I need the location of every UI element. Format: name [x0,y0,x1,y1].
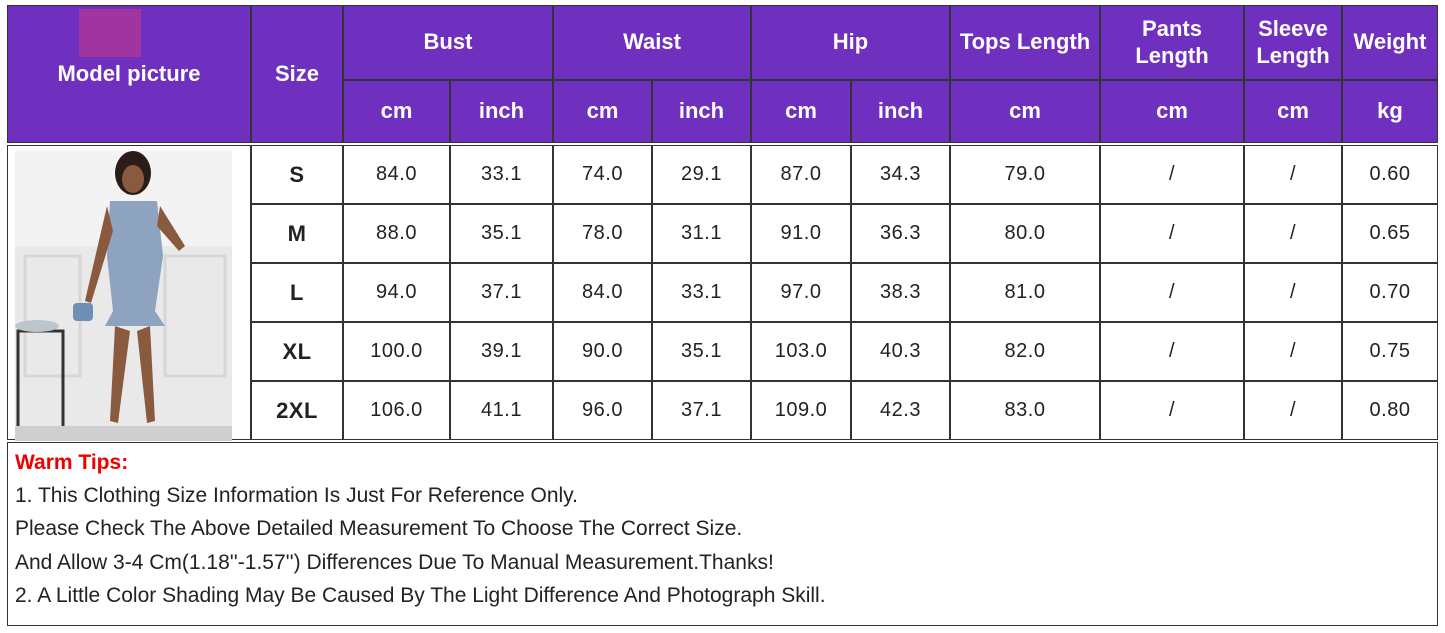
size-cell: M [251,204,343,263]
data-cell: 91.0 [751,204,851,263]
photo-cell [7,145,251,441]
size-cell: S [251,145,343,204]
size-cell: L [251,263,343,322]
data-cell: 37.1 [450,263,553,322]
header-cell: Size [251,5,343,143]
data-cell: 0.70 [1342,263,1438,322]
data-cell: / [1244,263,1342,322]
data-cell: 41.1 [450,381,553,440]
color-swatch [79,9,141,57]
header-unit: cm [950,80,1100,143]
tip-line: And Allow 3-4 Cm(1.18''-1.57'') Differen… [15,551,774,574]
data-cell: 79.0 [950,145,1100,204]
data-cell: 80.0 [950,204,1100,263]
data-cell: 103.0 [751,322,851,381]
data-cell: 35.1 [450,204,553,263]
data-cell: 36.3 [851,204,950,263]
data-cell: 40.3 [851,322,950,381]
tip-line: Please Check The Above Detailed Measurem… [15,517,743,540]
header-group: Sleeve Length [1244,5,1342,80]
data-cell: 29.1 [652,145,751,204]
header-unit: cm [553,80,652,143]
size-cell: 2XL [251,381,343,440]
header-group: Bust [343,5,553,80]
data-cell: 84.0 [553,263,652,322]
data-cell: / [1100,381,1244,440]
data-cell: 109.0 [751,381,851,440]
header-group: Pants Length [1100,5,1244,80]
header-unit: cm [343,80,450,143]
data-cell: 0.80 [1342,381,1438,440]
data-cell: 37.1 [652,381,751,440]
data-cell: / [1100,145,1244,204]
data-cell: 88.0 [343,204,450,263]
data-cell: 100.0 [343,322,450,381]
tips-box: Warm Tips: 1. This Clothing Size Informa… [7,442,1438,626]
header-unit: inch [652,80,751,143]
header-unit: cm [1100,80,1244,143]
data-cell: 38.3 [851,263,950,322]
tip-line: 1. This Clothing Size Information Is Jus… [15,484,578,507]
header-group: Tops Length [950,5,1100,80]
tip-line: 2. A Little Color Shading May Be Caused … [15,584,826,607]
tips-title: Warm Tips: [15,451,129,474]
header-unit: cm [1244,80,1342,143]
data-cell: 97.0 [751,263,851,322]
data-cell: / [1244,381,1342,440]
data-cell: 34.3 [851,145,950,204]
header-unit: inch [851,80,950,143]
data-cell: 94.0 [343,263,450,322]
data-cell: 84.0 [343,145,450,204]
data-cell: / [1100,322,1244,381]
header-cell: Model picture [7,5,251,143]
data-cell: 78.0 [553,204,652,263]
data-cell: 83.0 [950,381,1100,440]
data-cell: / [1100,204,1244,263]
data-cell: 33.1 [450,145,553,204]
data-cell: / [1244,322,1342,381]
data-cell: / [1244,204,1342,263]
data-cell: 106.0 [343,381,450,440]
data-cell: 0.65 [1342,204,1438,263]
header-unit: inch [450,80,553,143]
data-cell: 96.0 [553,381,652,440]
data-cell: 35.1 [652,322,751,381]
data-cell: 81.0 [950,263,1100,322]
header-unit: kg [1342,80,1438,143]
data-cell: 39.1 [450,322,553,381]
data-cell: 31.1 [652,204,751,263]
data-cell: 0.75 [1342,322,1438,381]
data-cell: 87.0 [751,145,851,204]
header-group: Weight [1342,5,1438,80]
data-cell: 90.0 [553,322,652,381]
data-cell: 82.0 [950,322,1100,381]
data-cell: / [1244,145,1342,204]
data-cell: / [1100,263,1244,322]
model-photo [15,151,232,441]
header-unit: cm [751,80,851,143]
data-cell: 33.1 [652,263,751,322]
header-group: Waist [553,5,751,80]
data-cell: 74.0 [553,145,652,204]
data-cell: 42.3 [851,381,950,440]
header-group: Hip [751,5,950,80]
data-cell: 0.60 [1342,145,1438,204]
size-cell: XL [251,322,343,381]
